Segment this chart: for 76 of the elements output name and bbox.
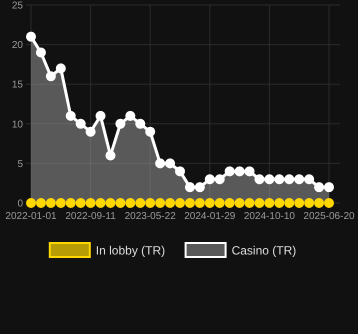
point [264,198,274,208]
point [304,198,314,208]
point [204,174,215,184]
point [304,174,314,184]
point [165,198,176,208]
x-tick-label: 2024-10-10 [244,211,296,222]
point [254,174,264,184]
point [324,182,334,192]
point [66,110,76,121]
point [314,198,324,208]
point [96,110,106,121]
y-tick-label: 15 [12,80,24,91]
point [105,150,116,160]
point [115,198,126,208]
point [214,174,225,184]
point [184,198,195,208]
point [155,198,166,208]
point [145,198,156,208]
point [244,166,255,176]
point [274,174,284,184]
point [184,182,195,192]
point [234,166,245,176]
point [294,198,304,208]
legend-label: Casino (TR) [232,244,296,258]
point [194,182,205,192]
point [26,198,36,208]
point [86,198,96,208]
x-tick-label: 2024-01-29 [184,211,236,222]
point [56,63,66,74]
y-tick-label: 5 [17,158,24,170]
point [274,198,284,208]
point [194,198,205,208]
y-tick-label: 20 [12,40,24,52]
point [294,174,304,184]
point [46,198,56,208]
point [26,32,36,42]
point [324,198,334,208]
point [155,158,166,168]
legend-label: In lobby (TR) [96,244,166,258]
point [224,198,235,208]
point [165,158,176,168]
point [224,166,235,176]
point [284,198,294,208]
point [96,198,106,208]
point [244,198,255,208]
point [36,48,46,58]
x-tick-label: 2022-09-11 [65,211,116,222]
point [135,198,146,208]
point [234,198,245,208]
y-tick-label: 25 [12,0,24,12]
x-tick-label: 2025-06-20 [303,211,356,222]
point [115,118,126,129]
point [204,198,215,208]
point [76,118,86,129]
point [175,198,185,208]
point [105,198,116,208]
x-tick-label: 2023-05-22 [124,211,176,222]
point [264,174,274,184]
point [314,182,324,192]
point [175,166,185,176]
point [125,198,136,208]
y-tick-label: 10 [12,119,24,130]
point [284,174,294,184]
point [36,198,46,208]
point [66,198,76,208]
point [214,198,225,208]
point [135,118,146,129]
point [86,126,96,137]
x-tick-label: 2022-01-01 [5,211,58,222]
y-tick-label: 0 [17,198,24,210]
point [76,198,86,208]
point [56,198,66,208]
point [46,71,56,82]
point [145,126,156,137]
point [254,198,264,208]
point [125,110,136,121]
